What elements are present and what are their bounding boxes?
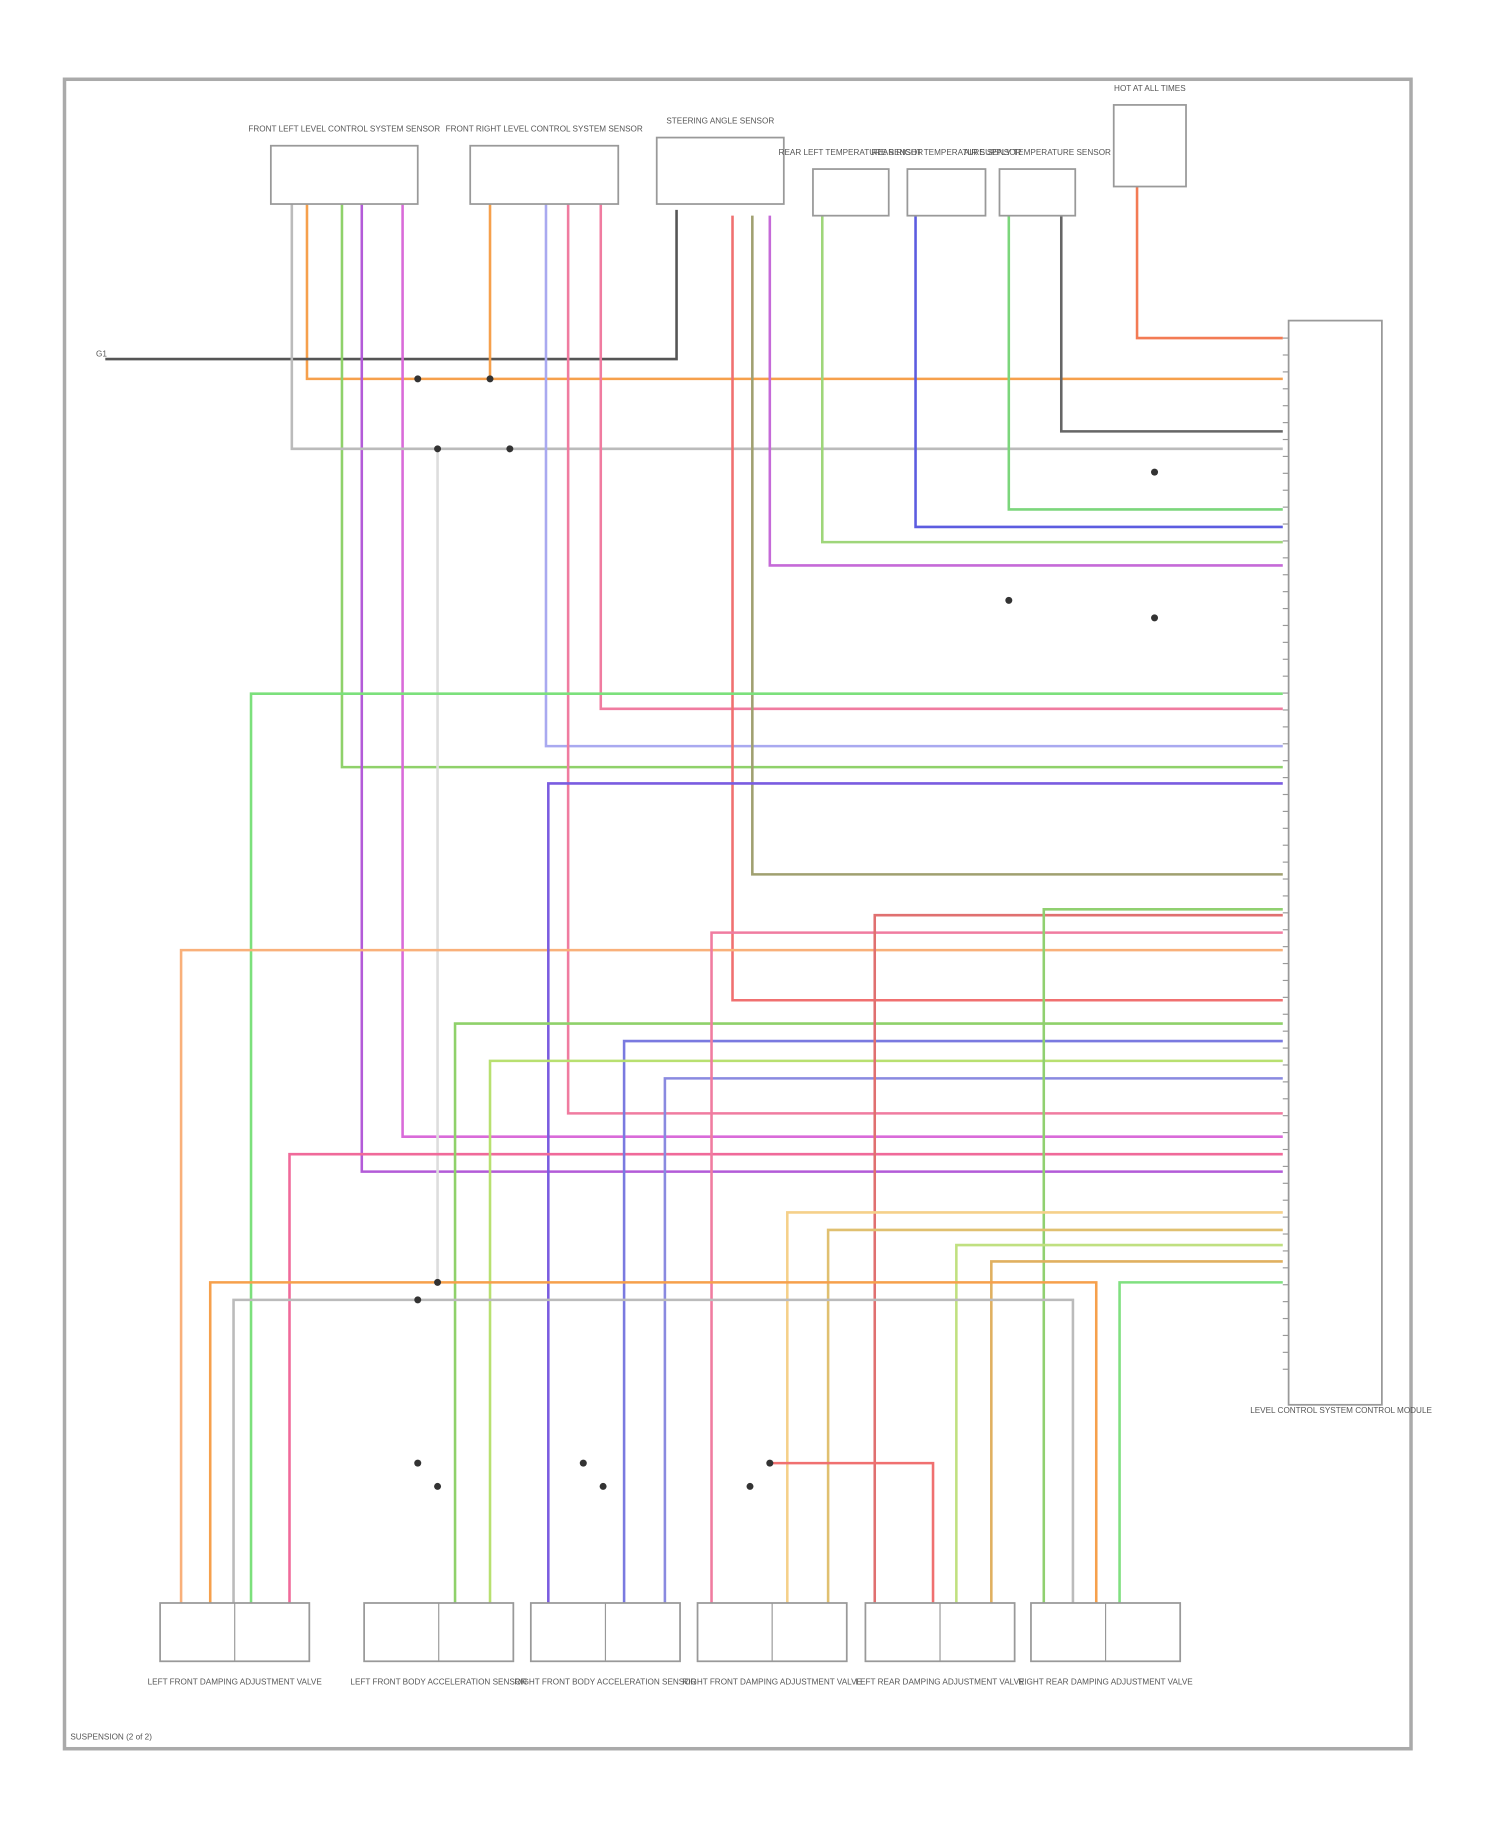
component-label: RIGHT FRONT BODY ACCELERATION SENSOR [514,1678,696,1687]
wire [401,204,1283,1138]
splice [599,1482,607,1490]
component-box [906,168,987,217]
component-label: LEFT REAR DAMPING ADJUSTMENT VALVE [856,1678,1025,1687]
wire [288,1152,1283,1603]
component-label: AIR SUPPLY TEMPERATURE SENSOR [964,148,1111,157]
component-label: LEFT FRONT DAMPING ADJUSTMENT VALVE [148,1678,323,1687]
wire [544,204,1283,748]
frame [62,77,1413,1751]
wire [914,215,1283,529]
wire [622,1039,1283,1603]
component-box [269,144,419,205]
control-module [1287,319,1383,1406]
wire [249,692,1283,1603]
wire [488,1059,1283,1603]
wire [955,1243,1283,1603]
wire [305,204,1283,381]
component-label: RIGHT REAR DAMPING ADJUSTMENT VALVE [1018,1678,1193,1687]
component-box [469,144,620,205]
component-label: FRONT RIGHT LEVEL CONTROL SYSTEM SENSOR [446,125,643,134]
wire [710,931,1283,1603]
wire [547,782,1283,1603]
splice [746,1482,754,1490]
wire [599,204,1283,711]
footer: SUSPENSION (2 of 2) [70,1732,152,1741]
wire [1118,1281,1283,1603]
wire [290,204,1283,451]
component-label: REAR RIGHT TEMPERATURE SENSOR [871,148,1021,157]
wire [663,1077,1283,1603]
splice [1151,614,1159,622]
splice [434,445,442,453]
component-box [1112,104,1187,188]
wire [208,1281,1098,1603]
splice [434,1482,442,1490]
wire [1135,186,1283,340]
wire [990,1260,1283,1603]
wire [453,1022,1283,1603]
splice [1151,468,1159,476]
splice [414,1296,422,1304]
component-label: LEFT FRONT BODY ACCELERATION SENSOR [350,1678,527,1687]
splice [414,1459,422,1467]
wire [360,204,1283,1173]
wire [340,204,1283,769]
wire [826,1228,1283,1603]
splice [486,375,494,383]
ground-label: G1 [96,350,107,359]
component-box [655,136,785,205]
wire [1007,215,1283,511]
component-label: HOT AT ALL TIMES [1114,84,1186,93]
wire [179,948,1283,1603]
wire [232,1298,1075,1603]
splice [579,1459,587,1467]
wire [731,215,1283,1002]
wire [751,215,1283,876]
wire [768,215,1283,567]
wire [105,209,678,361]
splice [1005,596,1013,604]
module-label: LEVEL CONTROL SYSTEM CONTROL MODULE [1250,1406,1432,1415]
components: FRONT LEFT LEVEL CONTROL SYSTEM SENSOR FR… [148,84,1289,1687]
wire [873,913,1283,1603]
component-label: RIGHT FRONT DAMPING ADJUSTMENT VALVE [682,1678,862,1687]
wire [786,1211,1283,1603]
component-box [998,168,1077,217]
splice [766,1459,774,1467]
wire [820,215,1283,544]
component-box [812,168,890,217]
wire [1059,215,1283,433]
component-label: STEERING ANGLE SENSOR [666,117,774,126]
wires [105,186,1283,1603]
wire [1042,908,1283,1603]
component-label: REAR LEFT TEMPERATURE SENSOR [779,148,924,157]
wire [769,1461,935,1603]
splice [434,1278,442,1286]
component-label: FRONT LEFT LEVEL CONTROL SYSTEM SENSOR [248,125,440,134]
splice [414,375,422,383]
splice [506,445,514,453]
